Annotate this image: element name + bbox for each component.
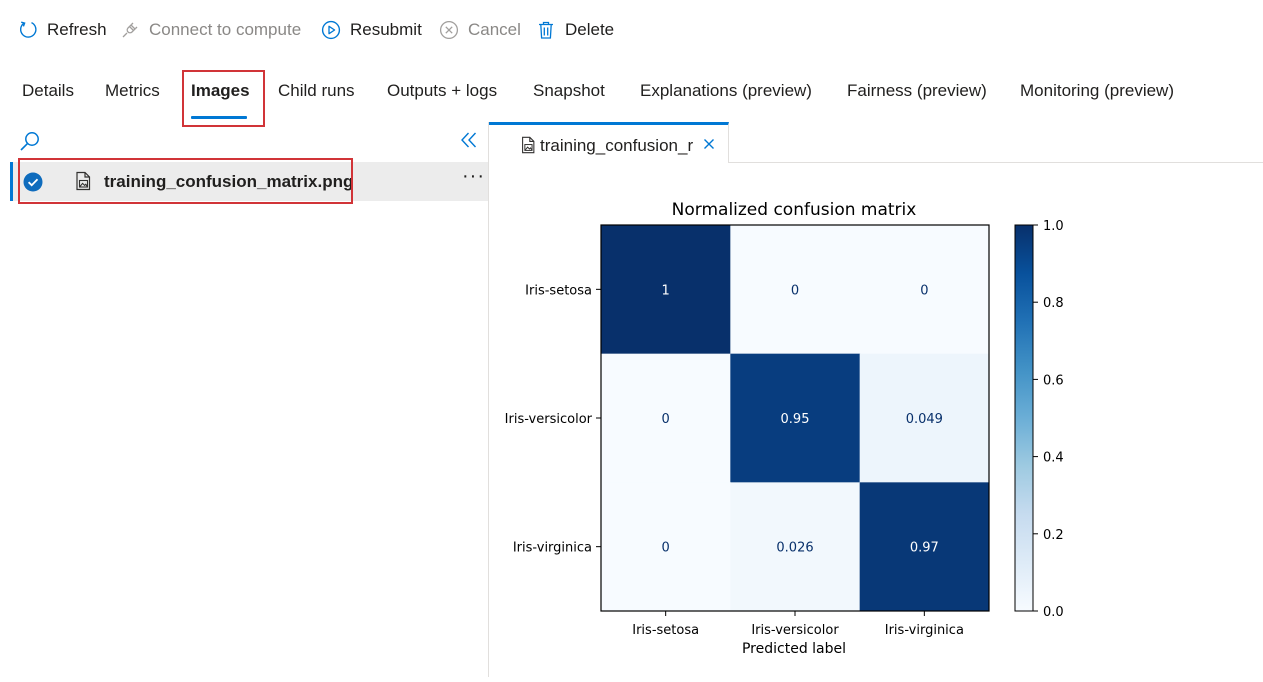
collapse-panel-button[interactable] (458, 129, 480, 151)
trash-icon (539, 21, 553, 39)
delete-button[interactable]: Delete (536, 17, 614, 43)
cell-value-label: 0.049 (906, 412, 943, 427)
image-file-name: training_confusion_matrix.png (104, 172, 354, 191)
image-file-icon (522, 136, 535, 154)
connect-label: Connect to compute (149, 20, 302, 39)
colorbar-tick-label: 0.6 (1043, 373, 1064, 388)
command-toolbar: Refresh Connect to compute Resubmit Canc… (0, 0, 1263, 60)
refresh-button[interactable]: Refresh (18, 17, 107, 43)
colorbar-tick-label: 0.4 (1043, 451, 1064, 466)
play-circle-icon (321, 20, 341, 40)
tab-snapshot[interactable]: Snapshot (533, 81, 605, 100)
x-axis-label: Predicted label (742, 641, 846, 657)
viewer-tab-label: training_confusion_r (540, 136, 694, 155)
images-tab-highlight (182, 70, 265, 127)
tab-child-runs[interactable]: Child runs (278, 81, 355, 100)
matrix-cell-r0-c2 (859, 225, 990, 355)
search-button[interactable] (18, 130, 42, 154)
more-options-icon[interactable]: ··· (462, 165, 485, 187)
double-chevron-left-icon (461, 132, 477, 148)
search-icon (20, 132, 39, 151)
file-row-highlight (18, 158, 353, 204)
y-tick-label: Iris-setosa (525, 283, 592, 298)
chart-title: Normalized confusion matrix (672, 200, 917, 220)
checkmark-circle-icon[interactable] (23, 172, 43, 192)
delete-label: Delete (565, 20, 615, 39)
viewer-tab-strip-border (729, 162, 1263, 163)
colorbar-tick-label: 0.8 (1043, 296, 1064, 311)
colorbar-tick-label: 0.0 (1043, 605, 1064, 620)
matrix-cell-r2-c1 (730, 482, 861, 612)
close-icon[interactable] (701, 136, 717, 152)
colorbar (1014, 224, 1034, 612)
tab-metrics[interactable]: Metrics (105, 81, 160, 100)
colorbar-tick-label: 0.2 (1043, 528, 1064, 543)
matrix-cell-r1-c1 (730, 353, 861, 483)
cell-value-label: 0 (791, 283, 799, 298)
cancel-label: Cancel (468, 20, 521, 39)
cell-value-label: 0.97 (910, 541, 939, 556)
cell-value-label: 0 (920, 283, 928, 298)
image-list-panel: training_confusion_matrix.png ··· (0, 122, 488, 677)
matrix-cell-r2-c0 (601, 482, 731, 612)
run-tabs: Details Metrics Images Child runs Output… (0, 70, 1263, 120)
tab-images[interactable]: Images (191, 81, 250, 100)
cancel-button[interactable]: Cancel (439, 17, 521, 43)
tab-monitoring[interactable]: Monitoring (preview) (1020, 81, 1174, 100)
tab-explanations[interactable]: Explanations (preview) (640, 81, 812, 100)
cell-value-label: 0 (662, 412, 670, 427)
image-viewer-tab[interactable]: training_confusion_r (489, 122, 729, 163)
resubmit-button[interactable]: Resubmit (321, 17, 422, 43)
connect-to-compute-button[interactable]: Connect to compute (120, 17, 301, 43)
tab-fairness[interactable]: Fairness (preview) (847, 81, 987, 100)
active-tab-indicator (191, 116, 247, 119)
y-tick-label: Iris-versicolor (505, 412, 593, 427)
confusion-matrix-chart: Normalized confusion matrix 1 0 0 0 0.95 0.04… (505, 200, 1064, 657)
panel-divider (488, 122, 489, 677)
cancel-circle-icon (439, 20, 459, 40)
refresh-label: Refresh (47, 20, 107, 39)
x-tick-label: Iris-versicolor (751, 623, 839, 638)
tab-details[interactable]: Details (22, 81, 74, 100)
tab-outputs-logs[interactable]: Outputs + logs (387, 81, 498, 100)
refresh-icon (20, 21, 37, 38)
cell-value-label: 0.95 (781, 412, 810, 427)
colorbar-tick-label: 1.0 (1043, 219, 1064, 234)
matrix-cell-r0-c0 (601, 225, 731, 355)
cell-value-label: 1 (662, 283, 670, 298)
y-tick-label: Iris-virginica (513, 541, 592, 556)
matrix-cell-r1-c2 (859, 353, 990, 483)
plug-icon (122, 22, 138, 38)
resubmit-label: Resubmit (350, 20, 422, 39)
matrix-cell-r2-c2 (859, 482, 990, 612)
image-file-icon (76, 171, 91, 191)
cell-value-label: 0.026 (776, 541, 813, 556)
selection-indicator (10, 162, 13, 201)
matrix-cell-r1-c0 (601, 353, 731, 483)
x-tick-label: Iris-virginica (885, 623, 964, 638)
x-tick-label: Iris-setosa (632, 623, 699, 638)
image-list-item[interactable]: training_confusion_matrix.png ··· (10, 162, 488, 201)
cell-value-label: 0 (662, 541, 670, 556)
confusion-matrix-image: Normalized confusion matrix 1 0 0 0 0.95 0.04… (489, 163, 1263, 677)
matrix-cell-r0-c1 (730, 225, 861, 355)
